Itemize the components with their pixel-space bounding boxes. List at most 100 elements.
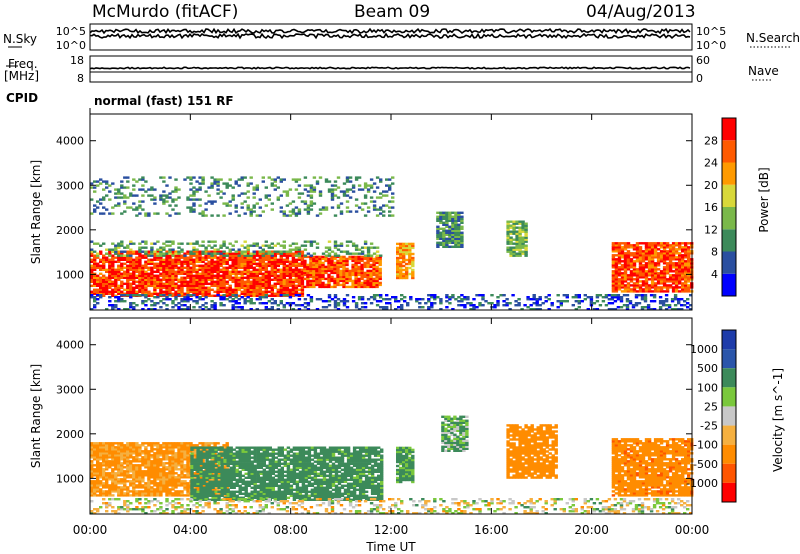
- heatmap-cell: [460, 294, 464, 297]
- heatmap-cell: [123, 292, 127, 295]
- heatmap-cell: [180, 290, 184, 293]
- heatmap-cell: [141, 280, 145, 283]
- heatmap-cell: [147, 266, 151, 269]
- heatmap-cell: [126, 444, 130, 447]
- heatmap-cell: [174, 464, 178, 467]
- heatmap-cell: [156, 450, 160, 453]
- heatmap-cell: [186, 444, 190, 447]
- heatmap-cell: [168, 266, 172, 269]
- heatmap-cell: [312, 190, 317, 193]
- heatmap-cell: [524, 230, 528, 233]
- heatmap-cell: [382, 214, 386, 217]
- heatmap-cell: [192, 260, 196, 263]
- heatmap-cell: [105, 208, 109, 211]
- heatmap-cell: [460, 211, 464, 214]
- heatmap-cell: [481, 294, 485, 297]
- heatmap-cell: [674, 248, 679, 251]
- heatmap-cell: [614, 284, 619, 287]
- heatmap-cell: [111, 482, 115, 485]
- heatmap-cell: [360, 269, 364, 273]
- heatmap-cell: [656, 258, 661, 261]
- heatmap-cell: [264, 254, 268, 257]
- heatmap-cell: [632, 270, 637, 273]
- heatmap-cell: [183, 442, 187, 445]
- heatmap-cell: [291, 282, 296, 285]
- heatmap-cell: [396, 242, 400, 246]
- heatmap-cell: [180, 242, 184, 245]
- heatmap-cell: [183, 254, 187, 257]
- heatmap-cell: [183, 178, 187, 181]
- heatmap-cell: [303, 277, 307, 281]
- heatmap-cell: [108, 274, 112, 277]
- heatmap-cell: [285, 292, 290, 295]
- heatmap-cell: [354, 244, 359, 247]
- heatmap-cell: [195, 472, 199, 475]
- heatmap-cell: [369, 178, 374, 181]
- heatmap-cell: [129, 192, 133, 195]
- heatmap-cell: [521, 242, 525, 245]
- heatmap-cell: [159, 460, 163, 463]
- heatmap-cell: [623, 256, 628, 259]
- heatmap-cell: [611, 258, 616, 261]
- heatmap-cell: [120, 212, 124, 215]
- heatmap-cell: [294, 270, 299, 273]
- heatmap-cell: [93, 242, 97, 245]
- heatmap-cell: [324, 267, 328, 271]
- heatmap-cell: [174, 460, 178, 463]
- heatmap-cell: [150, 198, 154, 201]
- heatmap-cell: [681, 284, 685, 287]
- heatmap-cell: [342, 285, 346, 289]
- heatmap-cell: [177, 460, 181, 463]
- heatmap-cell: [270, 308, 274, 311]
- heatmap-cell: [105, 452, 109, 455]
- heatmap-cell: [210, 284, 214, 287]
- heatmap-cell: [622, 294, 627, 297]
- heatmap-cell: [457, 229, 461, 232]
- heatmap-cell: [448, 211, 452, 214]
- heatmap-cell: [279, 256, 283, 259]
- heatmap-cell: [445, 217, 449, 220]
- heatmap-cell: [493, 306, 497, 309]
- heatmap-cell: [379, 180, 383, 183]
- heatmap-cell: [345, 261, 349, 265]
- heatmap-cell: [108, 472, 112, 475]
- heatmap-cell: [111, 274, 115, 277]
- heatmap-cell: [198, 276, 202, 279]
- heatmap-cell: [255, 242, 259, 245]
- heatmap-cell: [644, 244, 649, 247]
- heatmap-cell: [117, 190, 121, 193]
- heatmap-cell: [114, 270, 118, 273]
- heatmap-cell: [506, 222, 510, 225]
- heatmap-cell: [192, 278, 196, 281]
- heatmap-cell: [375, 250, 380, 253]
- heatmap-cell: [641, 254, 646, 257]
- heatmap-cell: [135, 194, 139, 197]
- heatmap-cell: [303, 261, 307, 265]
- heatmap-cell: [141, 264, 145, 267]
- heatmap-cell: [99, 466, 103, 469]
- heatmap-cell: [153, 252, 157, 255]
- heatmap-cell: [279, 284, 283, 287]
- heatmap-cell: [436, 227, 440, 230]
- heatmap-cell: [448, 302, 452, 305]
- heatmap-cell: [243, 252, 247, 255]
- heatmap-cell: [189, 286, 193, 289]
- heatmap-cell: [625, 306, 630, 309]
- heatmap-cell: [132, 242, 136, 245]
- heatmap-cell: [273, 294, 277, 297]
- heatmap-cell: [132, 446, 136, 449]
- heatmap-cell: [192, 266, 196, 269]
- heatmap-cell: [632, 282, 637, 285]
- heatmap-cell: [357, 308, 362, 311]
- heatmap-cell: [598, 304, 603, 307]
- heatmap-cell: [144, 454, 148, 457]
- heatmap-cell: [678, 242, 682, 245]
- heatmap-cell: [108, 254, 112, 257]
- heatmap-cell: [147, 290, 151, 293]
- heatmap-cell: [330, 257, 334, 261]
- heatmap-cell: [369, 277, 373, 281]
- heatmap-cell: [141, 246, 145, 249]
- heatmap-cell: [288, 248, 293, 251]
- heatmap-cell: [264, 306, 268, 309]
- heatmap-cell: [132, 250, 136, 253]
